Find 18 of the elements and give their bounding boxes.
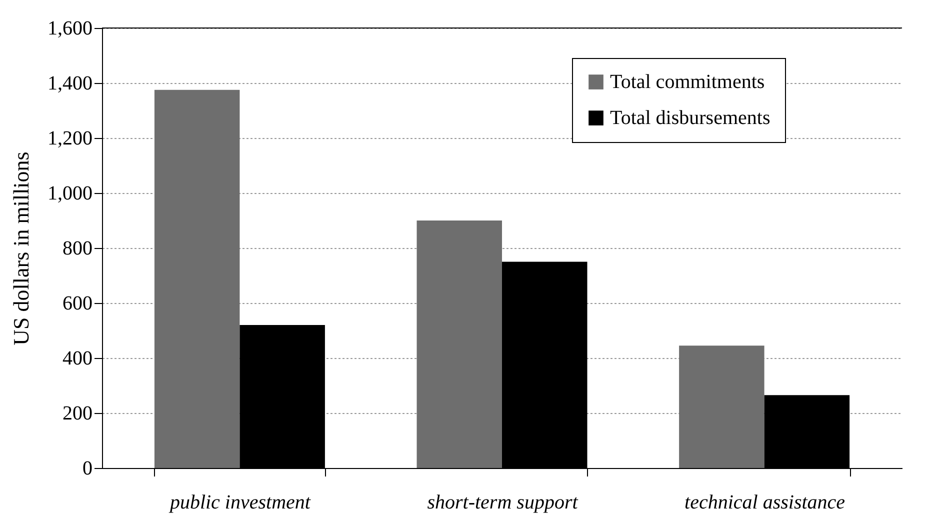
bar: [679, 346, 764, 468]
y-tick-label: 1,600: [48, 18, 92, 40]
legend-label: Total disbursements: [610, 107, 770, 129]
x-tick-label: public investment: [168, 492, 311, 514]
y-tick-label: 600: [62, 292, 92, 314]
y-tick-label: 1,400: [48, 72, 92, 94]
y-tick-label: 400: [62, 348, 92, 370]
y-tick-label: 1,200: [48, 128, 92, 150]
y-axis-title: US dollars in millions: [8, 152, 34, 346]
x-tick-label: short-term support: [427, 492, 578, 514]
x-tick-label: technical assistance: [684, 492, 846, 514]
y-tick-label: 200: [62, 402, 92, 424]
bar: [416, 220, 502, 468]
bar: [154, 90, 240, 468]
y-tick-label: 800: [62, 238, 92, 260]
legend-label: Total commitments: [610, 71, 765, 93]
y-tick-label: 1,000: [48, 182, 92, 204]
y-tick-label: 0: [82, 458, 92, 480]
